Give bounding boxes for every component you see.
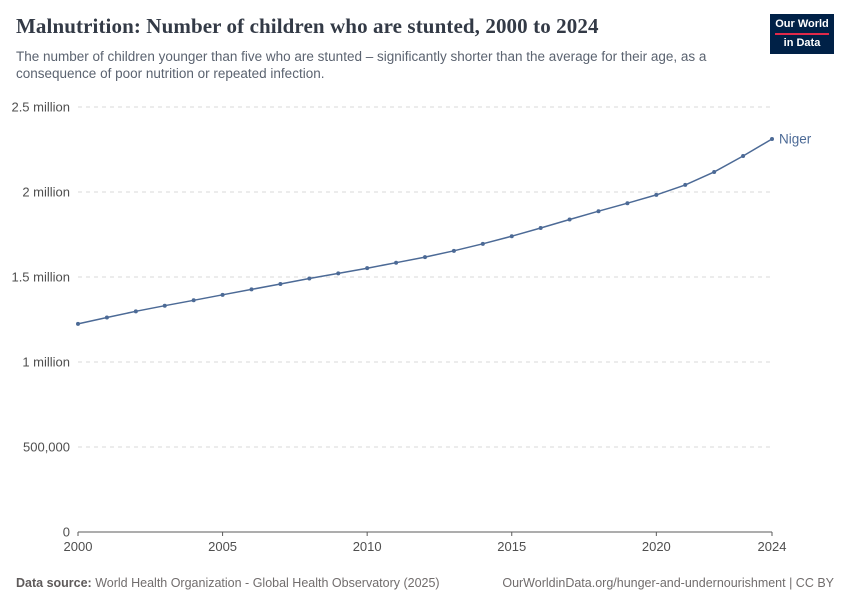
chart-header: Malnutrition: Number of children who are… [16,14,834,83]
data-point[interactable] [509,234,514,239]
data-source-label: Data source: [16,576,92,590]
data-point[interactable] [712,169,717,174]
data-point[interactable] [249,287,254,292]
y-tick-label: 500,000 [23,440,70,455]
chart-subtitle: The number of children younger than five… [16,49,707,81]
chart-svg: 0 500,000 1 million 1.5 million 2 million 2.5… [11,100,812,555]
data-point[interactable] [162,303,167,308]
x-tick-label: 2000 [64,539,93,554]
data-point[interactable] [538,226,543,231]
data-point[interactable] [770,136,774,141]
series-line-niger[interactable] [77,138,773,325]
data-point[interactable] [625,201,630,206]
owid-logo-line2: in Data [783,36,821,49]
data-point[interactable] [480,241,485,246]
series-end-label[interactable]: Niger [779,131,812,146]
x-tick-label: 2010 [353,539,382,554]
x-tick-label: 2020 [642,539,671,554]
owid-link[interactable]: OurWorldinData.org/hunger-and-undernouri… [502,576,834,590]
data-source-text: World Health Organization - Global Healt… [95,576,440,590]
data-point[interactable] [76,321,80,326]
data-point[interactable] [423,255,427,260]
owid-logo-line1: Our World [775,18,829,35]
y-tick-label: 1.5 million [11,270,70,285]
chart-footer: Data source: World Health Organization -… [16,576,834,590]
y-tick-label: 1 million [22,355,70,370]
data-point[interactable] [191,298,196,303]
y-tick-label: 2.5 million [11,100,70,115]
x-tick-label: 2015 [497,539,526,554]
data-point[interactable] [365,266,370,271]
data-source: Data source: World Health Organization -… [16,576,440,590]
y-tick-label: 0 [63,525,70,540]
data-point[interactable] [336,271,341,276]
data-point[interactable] [133,309,138,314]
data-point[interactable] [394,260,399,265]
data-point[interactable] [451,248,456,253]
data-point[interactable] [741,153,746,158]
x-tick-label: 2005 [208,539,237,554]
chart-area: 0 500,000 1 million 1.5 million 2 million 2.5… [0,92,850,570]
chart-title: Malnutrition: Number of children who are… [16,14,599,38]
data-point[interactable] [278,281,283,286]
owid-logo[interactable]: Our World in Data [770,14,834,54]
x-tick-label: 2024 [758,539,787,554]
data-point[interactable] [220,292,225,297]
data-point[interactable] [596,209,601,214]
data-point[interactable] [567,217,572,222]
data-point[interactable] [654,192,659,197]
y-tick-label: 2 million [22,185,70,200]
data-point[interactable] [683,182,688,187]
data-point[interactable] [104,315,109,320]
data-point[interactable] [307,276,312,281]
